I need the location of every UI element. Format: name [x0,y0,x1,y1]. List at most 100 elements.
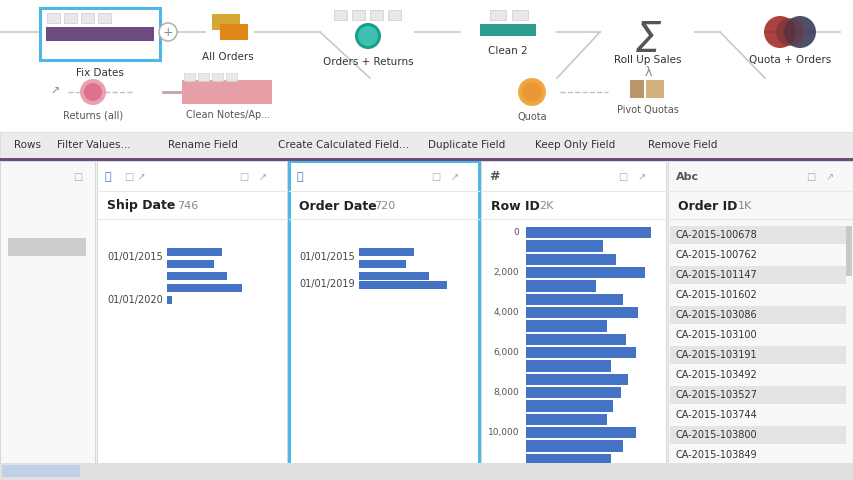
Text: CA-2015-101602: CA-2015-101602 [676,290,757,300]
Text: Row ID: Row ID [490,200,539,213]
Text: □: □ [73,172,83,182]
Text: 2K: 2K [538,201,553,211]
Text: Σ: Σ [634,19,660,61]
Circle shape [783,16,815,48]
Bar [630,80,643,98]
Bar [387,10,401,20]
Bar [670,386,845,404]
Text: □: □ [239,172,248,182]
Text: CA-2015-100762: CA-2015-100762 [676,250,757,260]
Text: CA-2015-103100: CA-2015-103100 [676,330,757,340]
Bar [525,253,615,265]
Bar [220,24,247,40]
Bar [212,14,240,30]
Text: □: □ [618,172,626,182]
Bar [369,10,382,20]
Text: CA-2015-103849: CA-2015-103849 [676,450,757,460]
Circle shape [763,16,795,48]
Bar [845,226,851,276]
Text: 01/01/2019: 01/01/2019 [299,279,354,289]
Text: Duplicate Field: Duplicate Field [427,141,505,151]
Bar [0,161,853,480]
Bar [525,400,612,412]
Bar [525,427,635,438]
Text: Order Date: Order Date [299,200,376,213]
Text: ↗: ↗ [637,172,646,182]
Text: CA-2015-103086: CA-2015-103086 [676,310,757,320]
Bar [212,73,223,81]
Bar [98,13,111,23]
Bar [525,347,635,359]
Bar [479,24,536,36]
Bar [8,238,86,256]
Circle shape [80,79,106,105]
Text: CA-2015-103744: CA-2015-103744 [676,410,757,420]
Text: Clean Notes/Ap...: Clean Notes/Ap... [186,110,270,120]
Text: □: □ [431,172,440,182]
Bar [525,227,650,239]
Text: 10,000: 10,000 [487,428,519,437]
Bar [40,8,160,60]
Text: 6,000: 6,000 [493,348,519,357]
Text: +: + [163,25,173,38]
Text: Pivot Quotas: Pivot Quotas [617,105,678,115]
Bar [0,158,853,161]
Text: Quota + Orders: Quota + Orders [748,55,830,65]
Circle shape [355,23,380,49]
Text: CA-2015-103191: CA-2015-103191 [676,350,757,360]
Bar [525,387,620,398]
Circle shape [518,78,545,106]
Bar [525,267,644,278]
Text: 📅: 📅 [297,172,304,182]
Bar [167,284,241,292]
Text: 8,000: 8,000 [493,388,519,397]
Bar [167,260,214,268]
Circle shape [84,83,102,101]
Text: All Orders: All Orders [202,52,253,62]
Bar [525,454,610,465]
Text: Orders + Returns: Orders + Returns [322,57,413,67]
Bar [288,161,479,479]
Circle shape [521,82,542,102]
Text: Order ID: Order ID [677,200,736,213]
Bar [525,360,610,372]
Bar [480,161,665,479]
Text: 2,000: 2,000 [493,268,519,277]
Text: 720: 720 [374,201,395,211]
Text: CA-2015-100678: CA-2015-100678 [676,230,757,240]
Bar [334,10,346,20]
Bar [0,132,853,159]
Text: ↗: ↗ [825,172,833,182]
Text: CA-2015-103800: CA-2015-103800 [676,430,757,440]
Bar [525,440,623,452]
Text: 01/01/2020: 01/01/2020 [107,295,163,305]
Text: Rename Field: Rename Field [168,141,238,151]
Text: CA-2015-103527: CA-2015-103527 [676,390,757,400]
Text: 1K: 1K [737,201,751,211]
Text: Returns (all): Returns (all) [63,110,123,120]
Text: 01/01/2015: 01/01/2015 [299,252,354,262]
Bar [351,10,364,20]
Bar [358,260,405,268]
Bar [670,346,845,364]
Bar [167,296,171,304]
Bar [2,465,80,477]
Bar [0,463,853,480]
Text: Clean 2: Clean 2 [488,46,527,56]
Text: Fix Dates: Fix Dates [76,68,124,78]
Text: Create Calculated Field...: Create Calculated Field... [278,141,409,151]
Bar [47,13,60,23]
Text: □ ↗: □ ↗ [125,172,145,182]
Text: 4,000: 4,000 [493,308,519,317]
Text: □: □ [805,172,815,182]
Bar [358,272,428,280]
Text: 01/01/2015: 01/01/2015 [107,252,163,262]
Circle shape [159,23,177,41]
Bar [0,0,853,160]
Bar [525,240,603,252]
Text: Remove Field: Remove Field [647,141,717,151]
Bar [167,272,227,280]
Bar [198,73,209,81]
Bar [46,27,154,41]
Text: ↗: ↗ [50,87,60,97]
